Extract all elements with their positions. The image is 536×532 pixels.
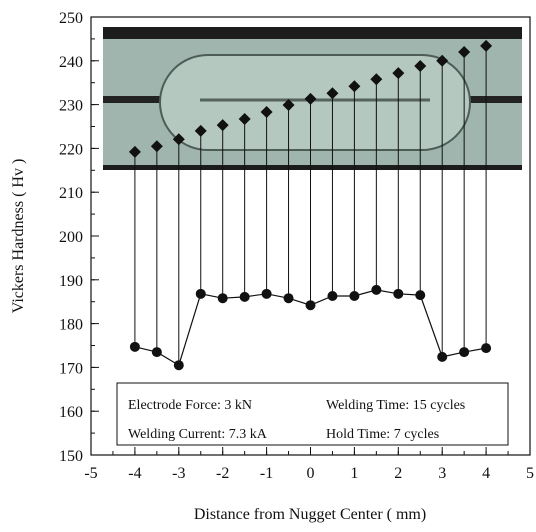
- nugget: [159, 54, 471, 151]
- gap: [470, 96, 522, 103]
- annotation: Electrode Force: 3 kN: [128, 398, 252, 413]
- x-tick-label: 5: [526, 465, 534, 482]
- x-axis-label: Distance from Nugget Center ( mm): [194, 506, 426, 523]
- y-tick-label: 150: [59, 448, 83, 465]
- point: [150, 140, 163, 153]
- x-tick-label: 3: [438, 465, 446, 482]
- point: [261, 288, 272, 299]
- point: [217, 293, 228, 304]
- point: [173, 360, 184, 371]
- point: [348, 80, 361, 93]
- point: [305, 300, 316, 311]
- point: [481, 343, 492, 354]
- point: [172, 133, 185, 146]
- x-tick-label: -2: [216, 465, 229, 482]
- point: [326, 87, 339, 100]
- point: [327, 291, 338, 302]
- point: [304, 92, 317, 105]
- x-tick-label: -3: [172, 465, 185, 482]
- point: [436, 54, 449, 67]
- annotation-box: [116, 382, 509, 446]
- point: [216, 119, 229, 132]
- marks: [128, 39, 493, 371]
- micrograph: [103, 27, 522, 170]
- point: [414, 60, 427, 73]
- point: [437, 351, 448, 362]
- annotation: Hold Time: 7 cycles: [326, 427, 439, 442]
- sheet-edge: [103, 27, 522, 39]
- y-tick-label: 220: [59, 141, 83, 158]
- point: [129, 341, 140, 352]
- x-tick-label: -1: [260, 465, 273, 482]
- annotation: Welding Current: 7.3 kA: [128, 427, 268, 442]
- point: [415, 290, 426, 301]
- y-axis-label: Vickers Hardness ( Hv ): [10, 159, 27, 314]
- point: [239, 291, 250, 302]
- gap: [103, 96, 163, 103]
- point: [458, 46, 471, 59]
- y-tick-label: 170: [59, 360, 83, 377]
- y-tick-label: 190: [59, 273, 83, 290]
- y-tick-label: 240: [59, 54, 83, 71]
- point: [260, 106, 273, 119]
- sheet-edge: [103, 165, 522, 170]
- y-tick-label: 250: [59, 10, 83, 27]
- point: [371, 284, 382, 295]
- annotation: Welding Time: 15 cycles: [326, 398, 465, 413]
- point: [392, 67, 405, 80]
- y-tick-label: 200: [59, 229, 83, 246]
- x-tick-label: 1: [350, 465, 358, 482]
- point: [151, 347, 162, 358]
- y-tick-label: 210: [59, 185, 83, 202]
- point: [194, 124, 207, 137]
- y-tick-label: 230: [59, 98, 83, 115]
- y-tick-label: 160: [59, 404, 83, 421]
- x-tick-label: -5: [84, 465, 97, 482]
- point: [282, 99, 295, 112]
- x-tick-label: 4: [482, 465, 490, 482]
- point: [393, 288, 404, 299]
- x-tick-label: 0: [307, 465, 315, 482]
- point: [128, 145, 141, 158]
- y-tick-label: 180: [59, 317, 83, 334]
- point: [238, 113, 251, 126]
- point: [480, 39, 493, 52]
- point: [283, 293, 294, 304]
- point: [459, 347, 470, 358]
- point: [195, 288, 206, 299]
- point: [349, 291, 360, 302]
- x-tick-label: -4: [128, 465, 141, 482]
- point: [370, 73, 383, 86]
- x-tick-label: 2: [394, 465, 402, 482]
